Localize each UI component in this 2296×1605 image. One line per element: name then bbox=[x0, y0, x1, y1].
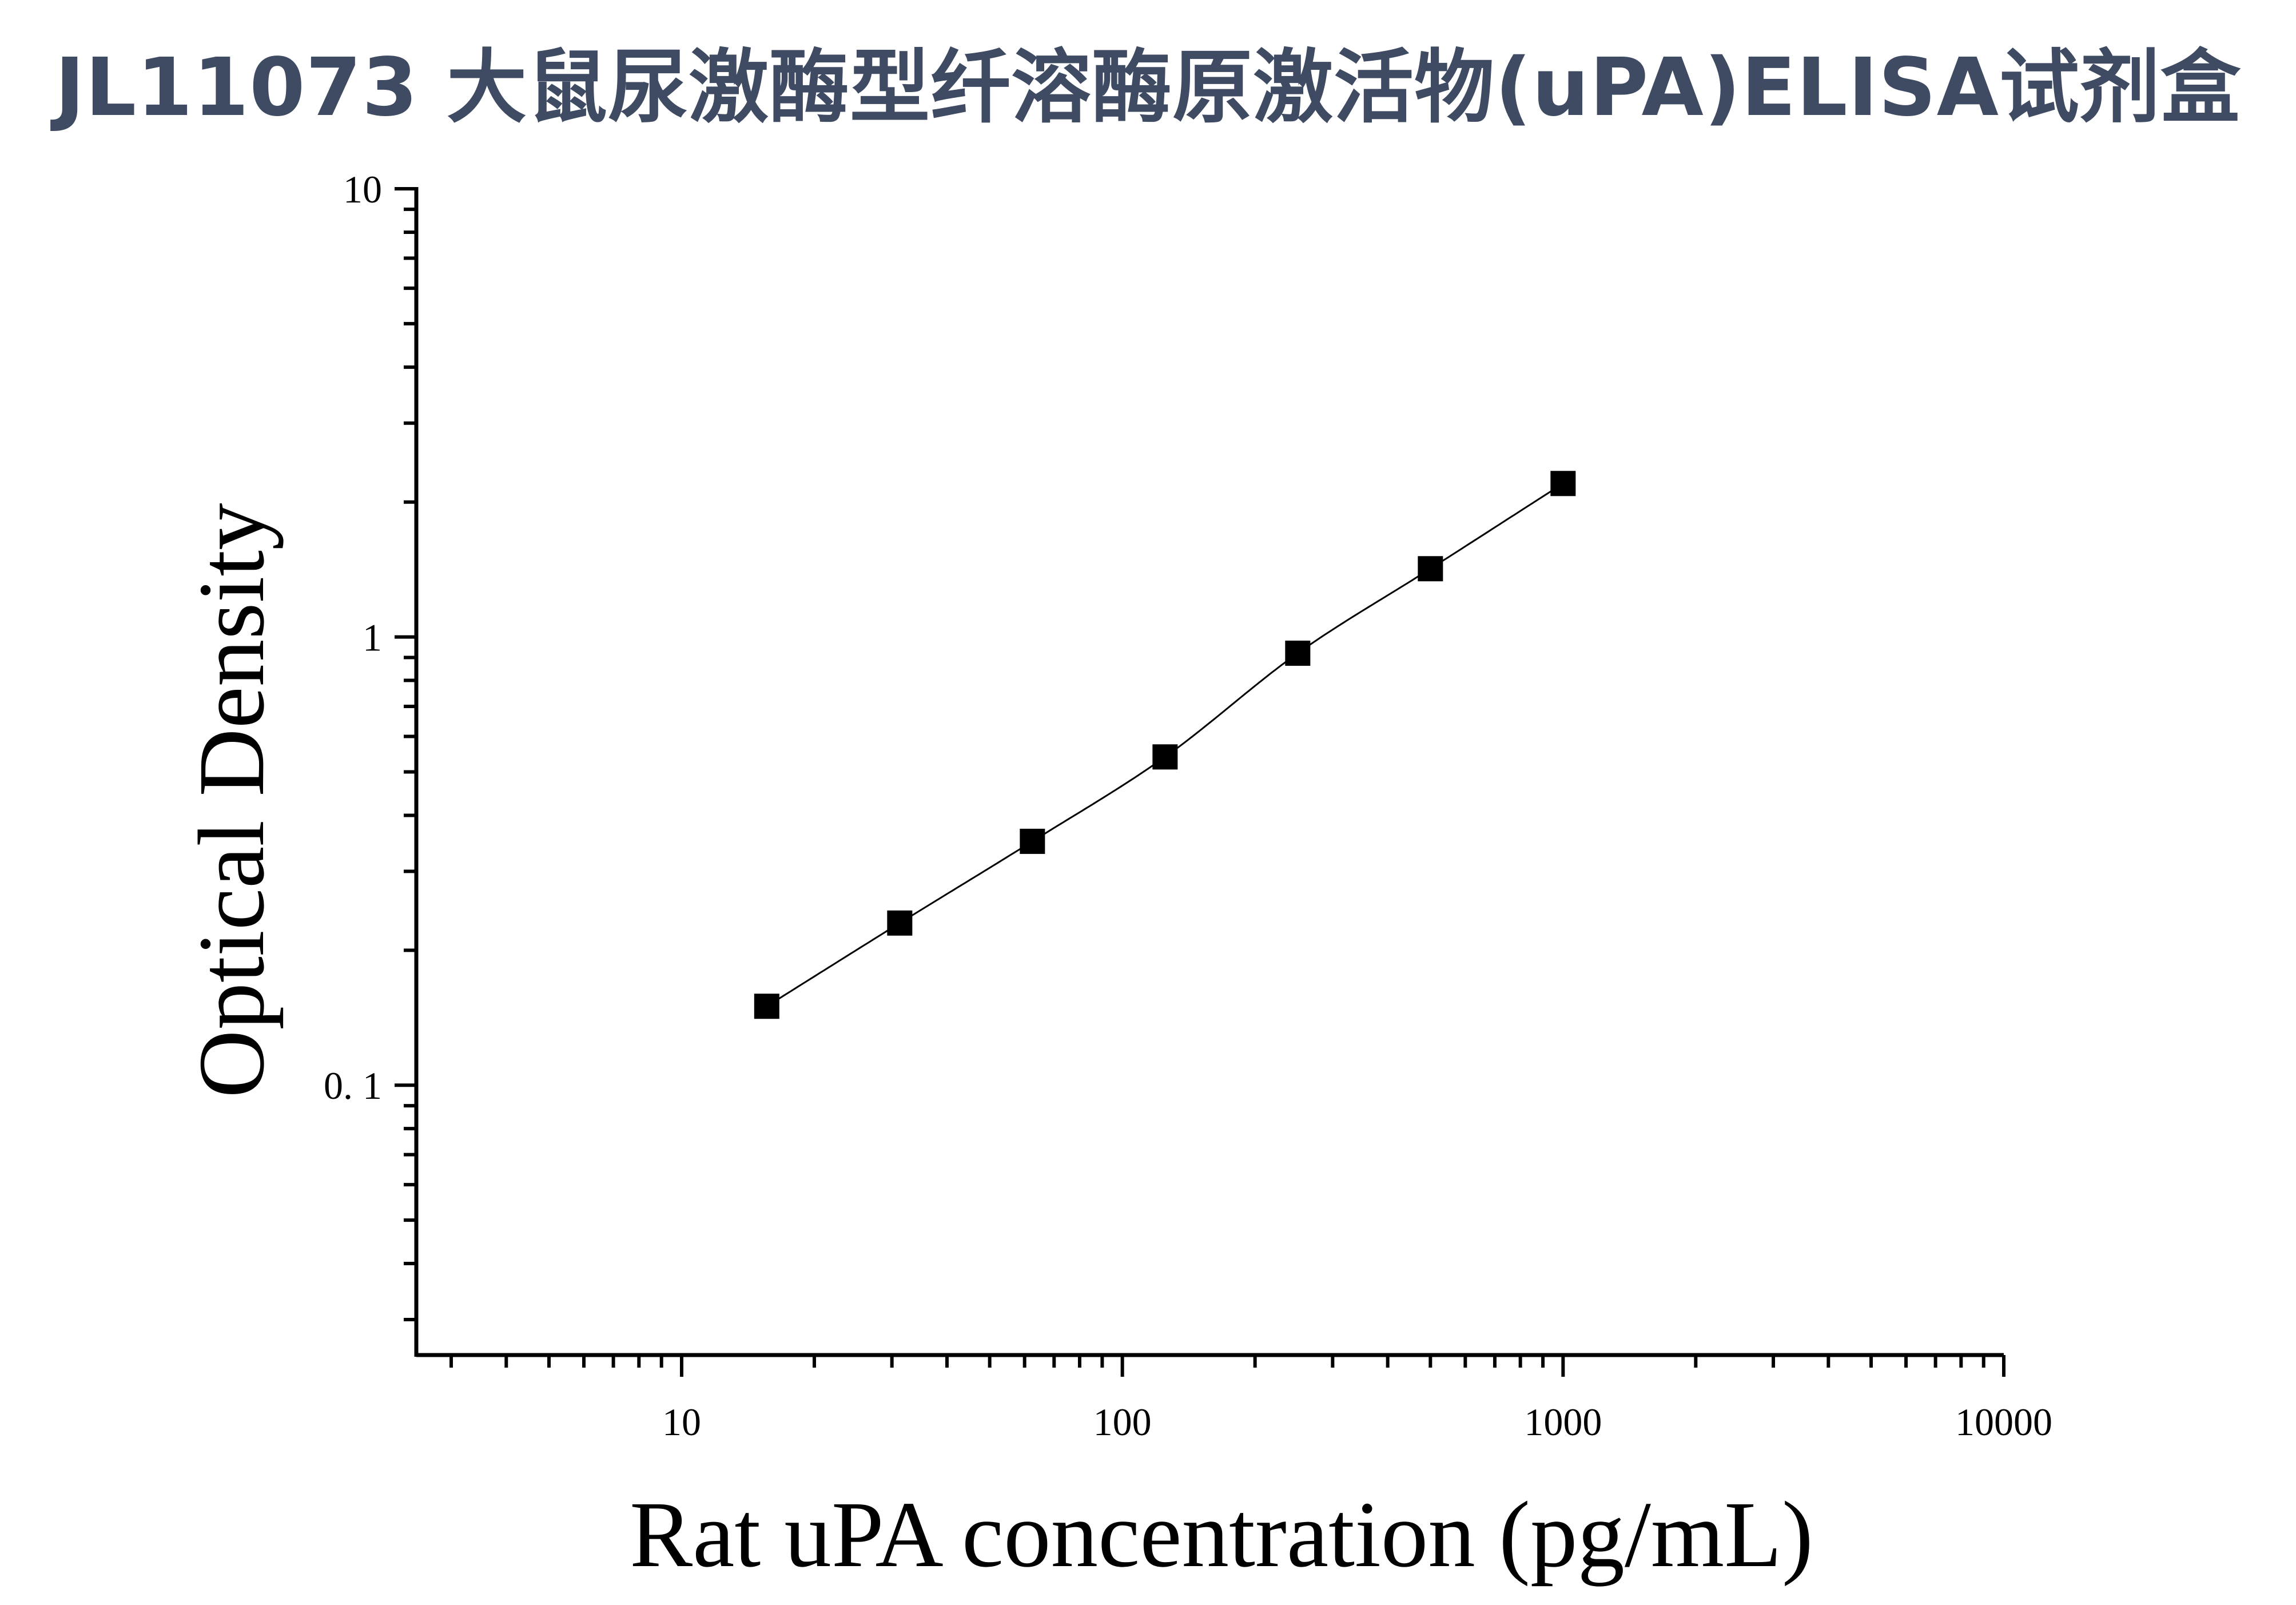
x-tick-label: 1000 bbox=[1524, 1400, 1602, 1444]
x-tick-label: 10 bbox=[662, 1400, 701, 1444]
data-point bbox=[1285, 640, 1311, 666]
data-point bbox=[887, 910, 913, 936]
x-tick-label: 10000 bbox=[1955, 1400, 2052, 1444]
data-points bbox=[754, 471, 1576, 1019]
data-point bbox=[1020, 828, 1045, 854]
x-axis-title: Rat uPA concentration (pg/mL) bbox=[630, 1482, 1813, 1587]
axis-labels: 10 100 1000 10000 0. 1 1 10 Rat uPA concentrati… bbox=[179, 168, 2052, 1587]
data-point bbox=[1418, 556, 1443, 582]
y-tick-label: 1 bbox=[363, 616, 382, 660]
y-tick-label: 10 bbox=[343, 168, 382, 211]
y-axis-title: Optical Density bbox=[179, 503, 284, 1098]
y-tick-label: 0. 1 bbox=[324, 1064, 382, 1107]
data-point bbox=[754, 994, 779, 1019]
data-point bbox=[1550, 471, 1576, 496]
axes bbox=[395, 187, 2005, 1377]
x-tick-label: 100 bbox=[1093, 1400, 1152, 1444]
data-point bbox=[1152, 744, 1178, 770]
chart-title: JL11073 大鼠尿激酶型纤溶酶原激活物(uPA)ELISA试剂盒 bbox=[55, 41, 2241, 134]
